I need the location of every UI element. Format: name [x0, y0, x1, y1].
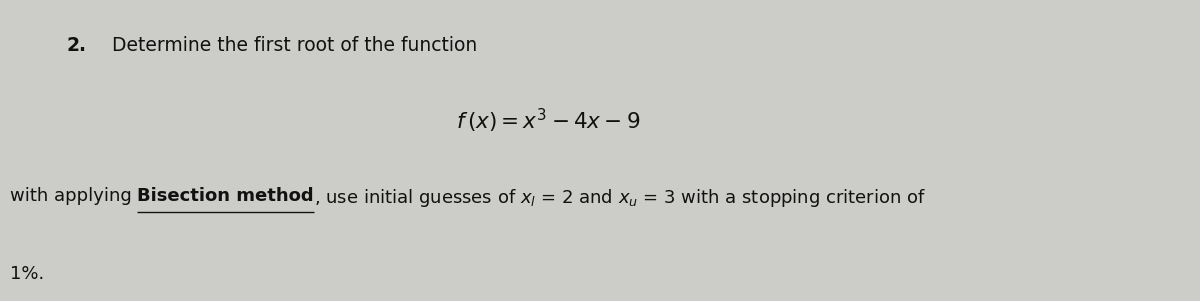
- Text: $f\,(x) = x^3 - 4x - 9$: $f\,(x) = x^3 - 4x - 9$: [456, 106, 641, 135]
- Text: Bisection method: Bisection method: [137, 187, 313, 205]
- Text: , use initial guesses of $x_l$ = 2 and $x_u$ = 3 with a stopping criterion of: , use initial guesses of $x_l$ = 2 and $…: [313, 187, 925, 209]
- Text: 1%.: 1%.: [10, 265, 44, 283]
- Text: with applying: with applying: [10, 187, 137, 205]
- Text: Determine the first root of the function: Determine the first root of the function: [100, 36, 476, 55]
- Text: 2.: 2.: [66, 36, 86, 55]
